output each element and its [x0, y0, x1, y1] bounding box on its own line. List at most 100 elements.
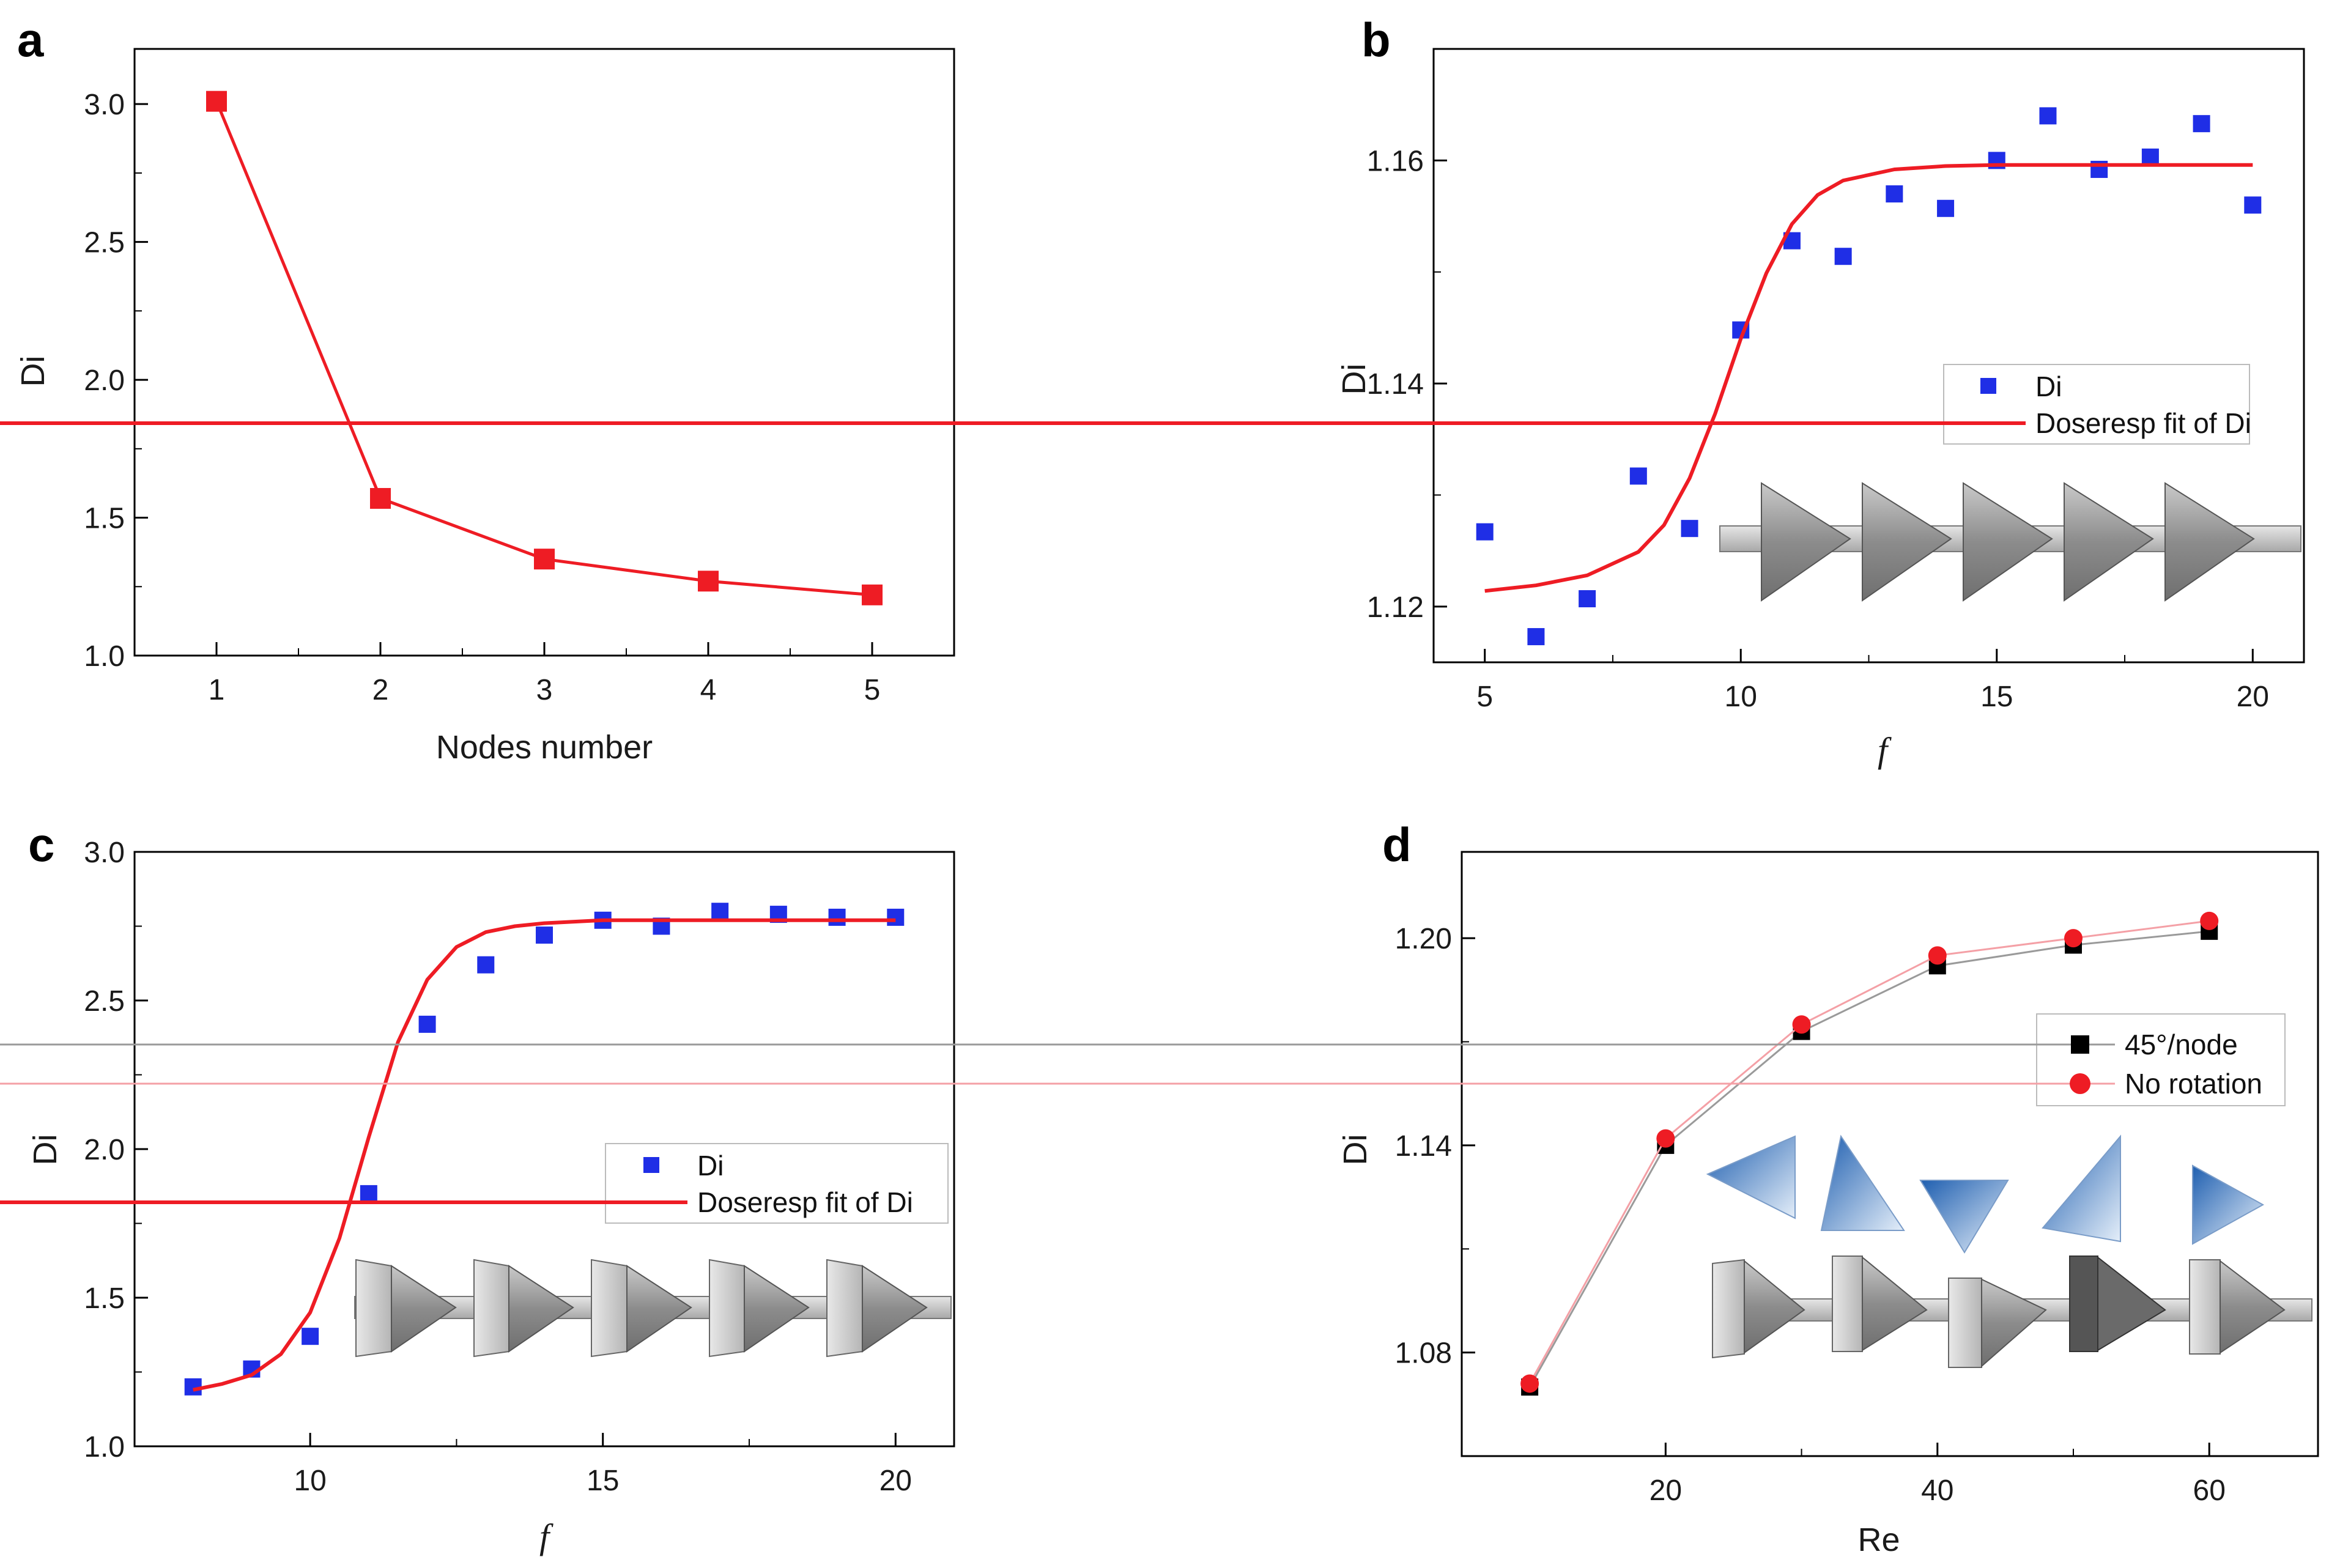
legend: 45°/node No rotation	[0, 1013, 2286, 1106]
x-tick-label: 5	[864, 674, 881, 706]
orientation-triangle-icon	[2042, 1134, 2121, 1243]
y-tick-label: 1.0	[84, 1431, 125, 1463]
channel-illustration	[354, 1259, 952, 1358]
data-point-di	[370, 487, 391, 509]
data-point-di	[206, 91, 227, 112]
x-tick-label: 2	[372, 674, 389, 706]
data-point-di	[828, 908, 846, 926]
x-axis-title: f	[1878, 730, 1892, 770]
data-point-di	[2244, 196, 2262, 214]
fit-line-doseresp-fit-of-di	[193, 918, 896, 1392]
legend-marker-di	[643, 1157, 659, 1173]
channel-cone	[2064, 482, 2154, 602]
legend-label-di: Di	[697, 1150, 724, 1182]
x-tick-label: 60	[2193, 1474, 2226, 1507]
legend-label-45: 45°/node	[2125, 1029, 2238, 1060]
panel-letter-b: b	[1361, 13, 1391, 67]
y-tick-label: 3.0	[84, 837, 125, 869]
channel-node	[2189, 1259, 2286, 1355]
plot-frame	[1461, 851, 2319, 1457]
panel-letter-c: c	[28, 818, 54, 871]
data-point-di	[536, 926, 553, 944]
data-point-no-rotation	[1928, 946, 1947, 965]
y-axis-title: Di	[15, 356, 51, 387]
x-tick-label: 3	[536, 674, 553, 706]
y-axis-title: Di	[27, 1134, 64, 1166]
chart-panel-b: 5 10 15 201.121.141.16 Di Doseresp fit of D…	[0, 48, 2305, 770]
x-tick-label: 20	[2237, 681, 2269, 713]
fit-line-doseresp-fit-of-di	[1484, 163, 2253, 593]
x-tick-label: 20	[879, 1465, 912, 1497]
y-tick-label: 2.0	[84, 1134, 125, 1166]
data-point-no-rotation	[1656, 1129, 1675, 1148]
chart-panel-a: 1 2 3 4 5 1.0 1.5 2.0 2.5 3.0 Nodes number Di	[15, 48, 955, 766]
y-tick-label: 1.0	[84, 640, 125, 673]
data-point-di	[360, 1185, 377, 1202]
channel-node	[473, 1259, 574, 1358]
y-axis-title: Di	[1337, 1134, 1374, 1166]
channel-cone	[2164, 482, 2255, 602]
y-tick-label: 1.12	[1367, 591, 1424, 624]
data-point-di	[477, 956, 495, 974]
channel-node	[1832, 1256, 1928, 1352]
chart-panel-d: 20 40 60 1.08 1.14 1.20	[0, 851, 2319, 1558]
y-axis-title: Di	[1336, 364, 1372, 395]
channel-node	[355, 1259, 457, 1358]
data-point-di	[1629, 467, 1647, 485]
data-point-di	[1579, 590, 1596, 608]
x-axis-title: Nodes number	[436, 729, 653, 766]
legend-label-di: Di	[2035, 371, 2062, 402]
legend-label-fit: Doseresp fit of Di	[2035, 407, 2251, 439]
x-tick-label: 5	[1476, 681, 1493, 713]
legend-marker-norot	[2070, 1073, 2090, 1094]
legend: Di Doseresp fit of Di	[0, 1143, 949, 1224]
channel-node	[1712, 1259, 1805, 1359]
channel-node	[826, 1259, 928, 1358]
data-point-di	[2193, 115, 2210, 133]
legend-label-norot: No rotation	[2125, 1068, 2262, 1100]
y-tick-label: 2.0	[84, 364, 125, 397]
y-tick-label: 1.14	[1395, 1130, 1452, 1163]
orientation-triangle-icon	[1706, 1135, 1796, 1219]
series-line-45-node	[1528, 930, 2210, 1388]
orientation-triangle-icon	[2192, 1164, 2265, 1245]
data-point-no-rotation	[2200, 911, 2219, 930]
x-tick-label: 10	[1725, 681, 1757, 713]
data-point-di	[2141, 148, 2159, 166]
data-point-di	[887, 908, 905, 926]
legend-label-fit: Doseresp fit of Di	[697, 1186, 913, 1218]
y-tick-label: 1.5	[84, 1282, 125, 1315]
y-tick-label: 1.14	[1367, 368, 1424, 401]
data-point-di	[2039, 107, 2057, 125]
x-tick-label: 15	[1980, 681, 2013, 713]
x-tick-label: 10	[294, 1465, 326, 1497]
orientation-triangle-icon	[1919, 1180, 2009, 1254]
series-line-no-rotation	[1528, 920, 2210, 1385]
y-tick-label: 1.20	[1395, 923, 1452, 955]
x-tick-label: 15	[587, 1465, 619, 1497]
data-point-di	[1527, 628, 1545, 646]
x-tick-label: 40	[1921, 1474, 1953, 1507]
legend-marker-di	[1980, 378, 1996, 394]
data-point-no-rotation	[2064, 929, 2083, 948]
orientation-triangle-icon	[1820, 1134, 1905, 1231]
x-tick-label: 20	[1650, 1474, 1682, 1507]
legend-marker-45	[2071, 1035, 2089, 1054]
panel-letter-d: d	[1382, 818, 1412, 871]
data-point-di	[698, 571, 719, 592]
channel-node	[2069, 1256, 2166, 1352]
y-tick-label: 2.5	[84, 985, 125, 1018]
data-point-di	[1886, 185, 1903, 203]
x-axis-title: f	[539, 1517, 554, 1556]
channel-cone	[1963, 482, 2053, 602]
channel-node	[591, 1259, 692, 1358]
data-point-di	[534, 549, 555, 570]
data-point-di	[862, 584, 883, 605]
y-tick-label: 1.5	[84, 503, 125, 535]
data-point-di	[418, 1015, 436, 1033]
data-point-di	[1681, 520, 1698, 538]
data-point-di	[302, 1328, 319, 1345]
x-tick-label: 1	[209, 674, 225, 706]
channel-illustration	[1719, 482, 2301, 602]
